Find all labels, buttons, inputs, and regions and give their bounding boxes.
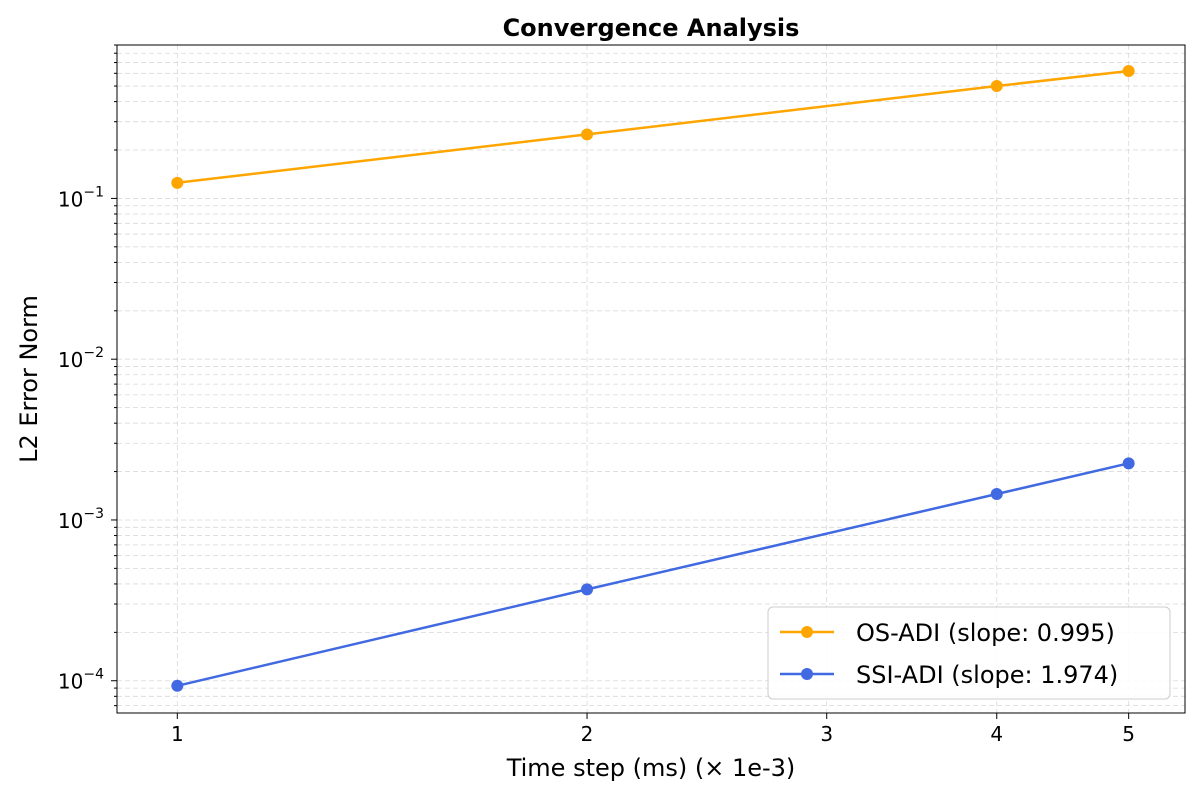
legend-marker [801,626,813,638]
legend-box [767,606,1171,700]
data-point [990,80,1003,93]
x-axis-ticks: 1 2 3 4 5 [171,713,1135,746]
series-layer [171,65,1135,692]
chart-title: Convergence Analysis [503,14,800,42]
x-tick-label: 4 [990,722,1003,746]
x-tick-label: 3 [820,722,833,746]
data-point [171,679,184,692]
data-point [990,488,1003,501]
data-point [1122,65,1135,78]
legend-marker [801,668,813,680]
series-line-1 [177,462,1129,688]
grid-layer [117,44,1185,713]
data-point [581,128,594,141]
y-tick-label: 10−1 [58,184,104,211]
x-tick-label: 1 [171,722,184,746]
series-line-0 [177,69,1129,185]
x-tick-label: 5 [1122,722,1135,746]
legend-entry-label: SSI-ADI (slope: 1.974) [856,661,1118,689]
data-point [1122,457,1135,470]
plot-frame [116,44,1186,714]
y-tick-label: 10−4 [58,667,104,694]
x-tick-label: 2 [581,722,594,746]
y-tick-label: 10−2 [58,345,104,372]
legend-entry-label: OS-ADI (slope: 0.995) [856,619,1115,647]
y-axis-ticks: 10−4 10−3 10−2 10−1 [58,44,117,707]
legend: OS-ADI (slope: 0.995) SSI-ADI (slope: 1.9… [767,606,1171,700]
data-point [581,583,594,596]
y-tick-label: 10−3 [58,506,104,533]
data-point [171,176,184,189]
x-axis-label: Time step (ms) (× 1e-3) [506,754,796,782]
y-axis-label: L2 Error Norm [15,295,43,463]
